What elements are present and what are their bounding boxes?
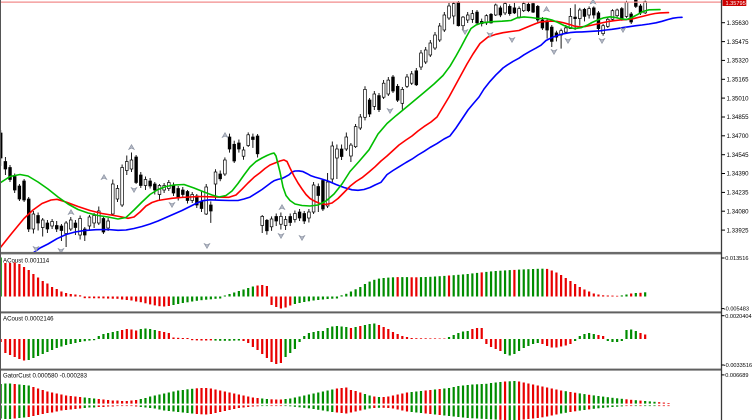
svg-text:1.35630: 1.35630: [727, 20, 750, 27]
svg-text:ACoust 0.001114: ACoust 0.001114: [3, 258, 50, 265]
svg-text:1.34080: 1.34080: [727, 208, 750, 215]
svg-text:-0.005483: -0.005483: [724, 307, 749, 313]
svg-text:0.006689: 0.006689: [725, 373, 748, 379]
svg-text:1.34390: 1.34390: [727, 171, 750, 178]
svg-text:1.35165: 1.35165: [727, 77, 750, 84]
svg-text:1.35795: 1.35795: [726, 1, 746, 7]
svg-text:1.34235: 1.34235: [727, 190, 750, 197]
svg-text:ACoust 0.0002146: ACoust 0.0002146: [3, 316, 54, 323]
svg-text:1.33925: 1.33925: [727, 227, 750, 234]
svg-text:0.013516: 0.013516: [725, 256, 748, 262]
svg-text:1.34700: 1.34700: [727, 133, 750, 140]
svg-text:1.35475: 1.35475: [727, 39, 750, 46]
svg-text:GatorCust 0.000580 -0.000283: GatorCust 0.000580 -0.000283: [3, 373, 88, 380]
svg-text:1.35010: 1.35010: [727, 95, 750, 102]
svg-text:0.0020404: 0.0020404: [725, 314, 751, 320]
svg-text:1.35320: 1.35320: [727, 58, 750, 65]
svg-text:1.34545: 1.34545: [727, 152, 750, 159]
svg-text:1.34855: 1.34855: [727, 114, 750, 121]
svg-text:-0.0033516: -0.0033516: [724, 363, 752, 369]
